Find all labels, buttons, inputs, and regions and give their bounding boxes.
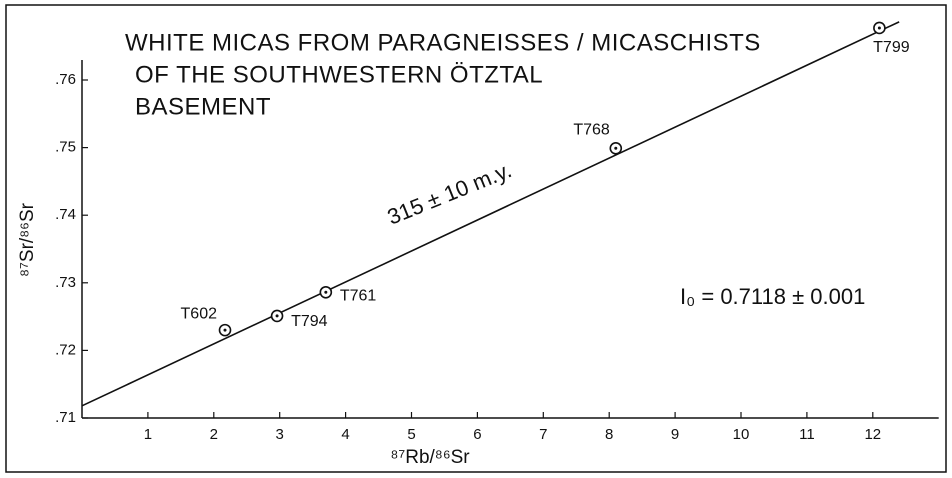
x-tick-label: 5 (407, 426, 415, 443)
point-label: T799 (873, 39, 910, 56)
y-tick-label: .75 (55, 139, 76, 156)
data-point-center (877, 26, 881, 30)
data-point-center (614, 146, 618, 150)
data-point-center (275, 314, 279, 318)
point-label: T768 (573, 121, 610, 138)
x-tick-label: 6 (473, 426, 481, 443)
y-tick-label: .76 (55, 71, 76, 88)
isochron-line (81, 21, 900, 407)
x-tick-label: 8 (605, 426, 613, 443)
x-tick-label: 7 (539, 426, 547, 443)
data-point-center (324, 290, 328, 294)
y-tick-label: .74 (55, 206, 76, 223)
y-tick-label: .72 (55, 341, 76, 358)
chart-title: OF THE SOUTHWESTERN ÖTZTAL (135, 61, 543, 88)
x-tick-label: 12 (864, 426, 881, 443)
age-annotation: 315 ± 10 m.y. (384, 157, 515, 229)
y-tick-label: .73 (55, 274, 76, 291)
x-tick-label: 3 (276, 426, 284, 443)
data-point-center (223, 328, 227, 332)
x-tick-label: 9 (671, 426, 679, 443)
chart-title: BASEMENT (135, 93, 271, 120)
x-tick-label: 1 (144, 426, 152, 443)
point-label: T602 (181, 305, 218, 322)
x-tick-label: 2 (210, 426, 218, 443)
chart-title: WHITE MICAS FROM PARAGNEISSES / MICASCHI… (125, 29, 761, 56)
x-tick-label: 11 (799, 426, 815, 443)
frame (5, 4, 947, 473)
point-label: T761 (340, 287, 377, 304)
x-axis-label: ⁸⁷Rb/⁸⁶Sr (390, 447, 470, 468)
point-label: T794 (291, 313, 328, 330)
intercept-annotation: I₀ = 0.7118 ± 0.001 (680, 284, 865, 309)
x-tick-label: 4 (341, 426, 349, 443)
y-tick-label: .71 (55, 409, 76, 426)
y-axis-label: ⁸⁷Sr/⁸⁶Sr (17, 202, 38, 277)
x-tick-label: 10 (733, 426, 750, 443)
